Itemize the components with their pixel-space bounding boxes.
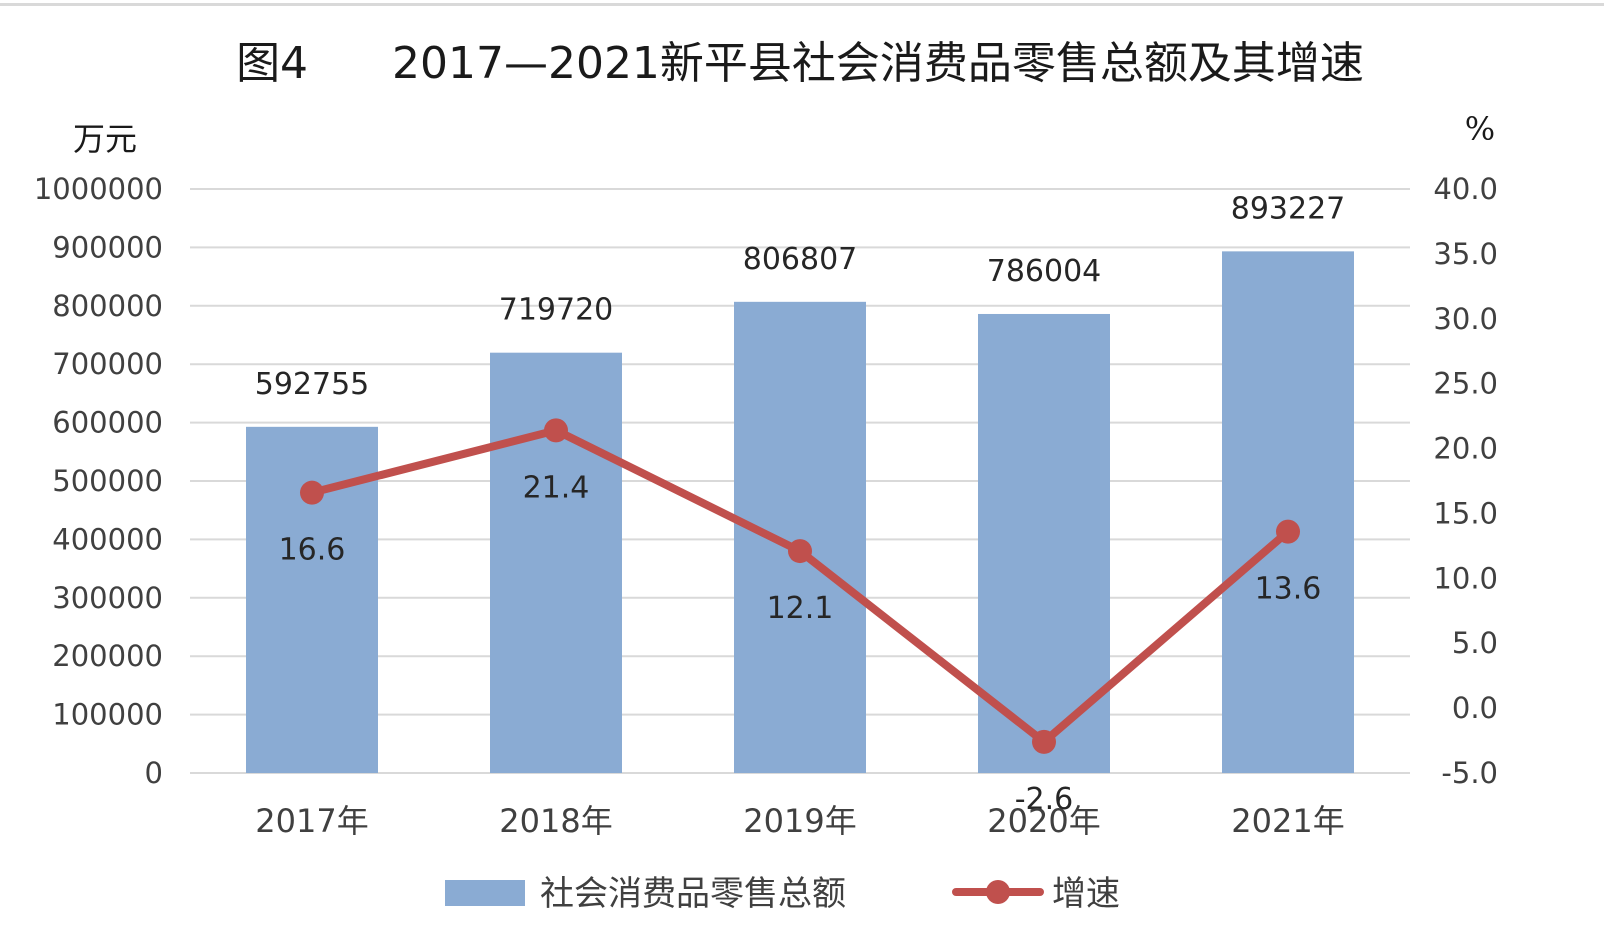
left-tick-label: 300000 <box>52 581 163 615</box>
right-tick-label: 5.0 <box>1452 626 1498 660</box>
left-tick-label: 800000 <box>52 289 163 323</box>
left-tick-label: 700000 <box>52 347 163 381</box>
legend-line-marker <box>986 880 1010 904</box>
right-tick-label: 10.0 <box>1433 561 1498 595</box>
bar-data-label: 806807 <box>743 242 858 277</box>
bar-labels: 592755 719720 806807 786004 893227 <box>255 191 1346 401</box>
line-point <box>544 418 568 443</box>
category-label: 2021年 <box>1231 802 1344 840</box>
right-axis-ticks: 40.0 35.0 30.0 25.0 20.0 15.0 10.0 5.0 0.0 -5.0 <box>1433 172 1498 790</box>
legend-line-label: 增速 <box>1052 874 1120 914</box>
line-data-label: -2.6 <box>1015 782 1074 817</box>
top-rule <box>0 3 1604 6</box>
bar-data-label: 719720 <box>499 293 614 328</box>
bar-data-label: 592755 <box>255 367 370 402</box>
left-axis-unit: 万元 <box>73 120 137 158</box>
left-tick-label: 500000 <box>52 464 163 498</box>
right-tick-label: 40.0 <box>1433 172 1498 206</box>
category-label: 2018年 <box>499 802 612 840</box>
right-tick-label: 0.0 <box>1452 691 1498 725</box>
left-tick-label: 400000 <box>52 522 163 556</box>
right-axis-unit: % <box>1465 110 1495 148</box>
left-tick-label: 0 <box>145 756 163 790</box>
legend-bar-label: 社会消费品零售总额 <box>540 874 846 914</box>
line-data-label: 13.6 <box>1255 572 1322 607</box>
bar <box>734 301 866 773</box>
bar <box>1222 251 1354 773</box>
bar-data-label: 893227 <box>1231 191 1346 226</box>
right-tick-label: 25.0 <box>1433 367 1498 401</box>
line-data-label: 21.4 <box>523 470 590 505</box>
line-point <box>300 480 324 505</box>
line-point <box>1032 729 1056 754</box>
right-tick-label: 35.0 <box>1433 237 1498 271</box>
right-tick-label: 15.0 <box>1433 496 1498 530</box>
bar <box>490 352 622 773</box>
line-data-label: 12.1 <box>767 591 834 626</box>
right-tick-label: 30.0 <box>1433 302 1498 336</box>
left-tick-label: 200000 <box>52 639 163 673</box>
right-tick-label: -5.0 <box>1441 756 1498 790</box>
bar-series <box>246 251 1354 773</box>
line-series <box>300 418 1300 754</box>
category-labels: 2017年 2018年 2019年 2020年 2021年 <box>255 802 1344 840</box>
category-label: 2019年 <box>743 802 856 840</box>
chart-title: 图4 2017—2021新平县社会消费品零售总额及其增速 <box>236 38 1364 89</box>
bar-data-label: 786004 <box>987 254 1102 289</box>
left-tick-label: 900000 <box>52 230 163 264</box>
left-tick-label: 100000 <box>52 698 163 732</box>
left-tick-label: 600000 <box>52 406 163 440</box>
right-tick-label: 20.0 <box>1433 432 1498 466</box>
left-axis-ticks: 1000000900000800000700000600000500000400… <box>34 172 163 790</box>
line-data-label: 16.6 <box>279 533 346 568</box>
line-labels: 16.6 21.4 12.1 -2.6 13.6 <box>279 470 1322 816</box>
category-label: 2020年 <box>987 802 1100 840</box>
bar <box>978 313 1110 773</box>
legend: 社会消费品零售总额 增速 <box>445 874 1120 914</box>
left-tick-label: 1000000 <box>34 172 163 206</box>
line-point <box>1276 519 1300 544</box>
line-point <box>788 539 812 564</box>
category-label: 2017年 <box>255 802 368 840</box>
legend-bar-swatch <box>445 880 525 906</box>
